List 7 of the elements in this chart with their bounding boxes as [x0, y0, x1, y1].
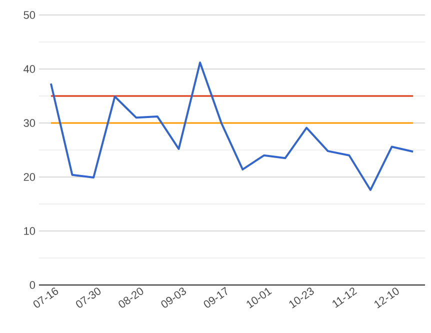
y-tick-label: 30 — [24, 119, 36, 127]
y-tick-label: 20 — [24, 173, 36, 181]
y-tick-label: 50 — [24, 11, 36, 19]
y-tick-label: 0 — [30, 281, 36, 289]
y-tick-label: 10 — [24, 227, 36, 235]
line-series — [50, 62, 414, 191]
y-tick-label: 40 — [24, 65, 36, 73]
